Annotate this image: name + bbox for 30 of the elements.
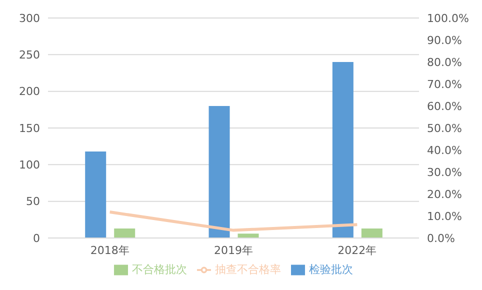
legend-label: 抽查不合格率 (215, 263, 281, 276)
legend-label: 检验批次 (309, 263, 353, 276)
y-tick-label: 300 (19, 12, 40, 25)
y2-tick-label: 20.0% (427, 188, 462, 201)
y-tick-label: 150 (19, 122, 40, 135)
bar (85, 151, 106, 238)
bar (332, 62, 354, 238)
bar (114, 228, 136, 238)
y2-tick-label: 0.0% (427, 232, 455, 245)
x-tick-label: 2022年 (338, 244, 377, 257)
y2-tick-label: 40.0% (427, 144, 462, 157)
y2-tick-label: 100.0% (427, 12, 469, 25)
bar (361, 228, 382, 238)
y-tick-label: 250 (19, 48, 40, 62)
y2-tick-label: 80.0% (427, 56, 462, 69)
y2-tick-label: 50.0% (427, 122, 462, 135)
bar (208, 106, 230, 238)
y-tick-label: 50 (26, 195, 40, 208)
x-tick-label: 2019年 (214, 244, 253, 257)
y2-tick-label: 70.0% (427, 78, 462, 91)
x-tick-label: 2018年 (90, 244, 130, 257)
y-tick-label: 0 (33, 232, 40, 245)
y2-tick-label: 30.0% (427, 166, 462, 179)
legend-label: 不合格批次 (132, 263, 187, 276)
y2-tick-label: 10.0% (427, 210, 462, 223)
y-tick-label: 200 (19, 85, 40, 98)
y-tick-label: 100 (19, 158, 40, 172)
bar (238, 234, 259, 238)
y2-tick-label: 60.0% (427, 100, 462, 113)
y2-tick-label: 90.0% (427, 34, 462, 47)
